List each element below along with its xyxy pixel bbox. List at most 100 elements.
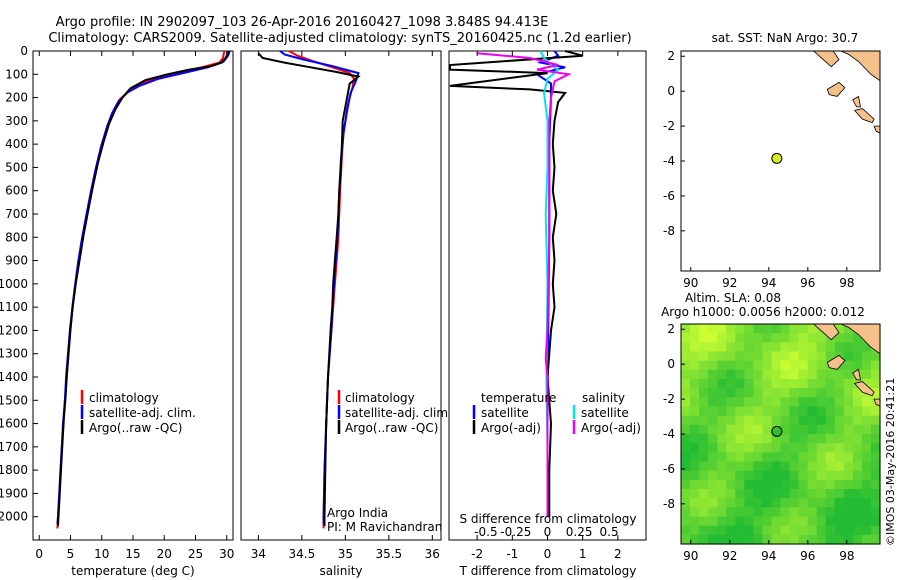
land-mass <box>852 368 861 381</box>
sla-cell <box>834 507 845 518</box>
sla-cell <box>681 443 691 453</box>
principal-investigator: PI: M Ravichandran <box>327 520 442 534</box>
t-difference-label: T difference from climatology <box>459 564 637 578</box>
sla-cell <box>843 397 854 408</box>
y-tick-label: 1600 <box>0 417 28 431</box>
sla-cell <box>871 369 881 380</box>
sla-cell <box>717 333 727 343</box>
sla-cell <box>681 415 691 426</box>
sla-cell <box>771 452 782 463</box>
sla-cell <box>825 351 836 362</box>
sla-cell <box>780 534 791 545</box>
sla-cell <box>798 489 809 499</box>
legend-label-t-satellite: satellite <box>481 406 529 420</box>
sla-cell <box>699 452 709 463</box>
legend-label-argo: Argo(..raw -QC) <box>89 421 182 435</box>
sla-cell <box>780 479 791 490</box>
sla-cell <box>816 498 827 508</box>
sla-cell <box>798 516 809 527</box>
sla-cell <box>789 434 800 444</box>
y-tick-label: -4 <box>663 154 675 168</box>
sla-cell <box>807 360 818 371</box>
sla-cell <box>852 388 863 398</box>
sla-cell <box>807 443 818 453</box>
sla-cell <box>834 516 845 527</box>
sla-cell <box>789 369 800 380</box>
sla-cell <box>753 507 763 518</box>
sla-cell <box>771 434 782 444</box>
y-tick-label: 500 <box>5 160 28 174</box>
sla-cell <box>843 342 854 353</box>
y-tick-label: 1500 <box>0 393 28 407</box>
sla-cell <box>852 461 863 472</box>
sla-cell <box>861 534 872 545</box>
y-tick-label: 2000 <box>0 510 28 524</box>
sla-cell <box>834 534 845 545</box>
sla-cell <box>816 461 827 472</box>
sla-cell <box>726 516 736 527</box>
sla-cell <box>708 406 718 417</box>
sla-cell <box>762 324 772 334</box>
sla-cell <box>753 351 763 362</box>
land-mass <box>853 108 875 124</box>
sla-cell <box>816 434 827 444</box>
salinity-xlabel: salinity <box>319 564 362 578</box>
sla-cell <box>789 479 800 490</box>
sla-cell <box>789 415 800 426</box>
sla-cell <box>798 443 809 453</box>
y-tick-label: 1400 <box>0 370 28 384</box>
sla-cell <box>816 342 827 353</box>
sla-cell <box>744 498 754 508</box>
sla-cell <box>762 360 772 371</box>
sla-cell <box>843 424 854 435</box>
sla-cell <box>735 424 745 435</box>
sla-cell <box>871 415 881 426</box>
sla-cell <box>681 379 691 389</box>
sla-cell <box>681 324 691 334</box>
sla-cell <box>735 534 745 545</box>
sla-cell <box>816 516 827 527</box>
sla-cell <box>816 397 827 408</box>
argo-institution: Argo India <box>327 506 388 520</box>
sla-cell <box>789 470 800 481</box>
sla-cell <box>699 369 709 380</box>
y-tick-label: -8 <box>663 224 675 238</box>
sla-cell <box>726 360 736 371</box>
sla-cell <box>726 461 736 472</box>
sla-cell <box>708 333 718 343</box>
legend-label-t-argo: Argo(-adj) <box>481 421 541 435</box>
sla-cell <box>789 507 800 518</box>
sla-cell <box>825 507 836 518</box>
y-tick-label: 700 <box>5 207 28 221</box>
sla-cell <box>852 415 863 426</box>
sla-cell <box>834 324 845 334</box>
sla-cell <box>744 507 754 518</box>
sla-cell <box>780 351 791 362</box>
legend-label-climatology: climatology <box>345 391 415 405</box>
sla-cell <box>744 525 754 536</box>
sla-cell <box>681 534 691 545</box>
sla-cell <box>753 406 763 417</box>
sla-cell <box>744 424 754 435</box>
sla-cell <box>735 360 745 371</box>
sla-cell <box>861 424 872 435</box>
sla-cell <box>825 415 836 426</box>
sla-cell <box>762 516 772 527</box>
sla-cell <box>780 342 791 353</box>
sla-cell <box>708 360 718 371</box>
sla-cell <box>681 397 691 408</box>
sla-cell <box>861 525 872 536</box>
sla-cell <box>834 379 845 389</box>
sla-cell <box>816 406 827 417</box>
sla-cell <box>871 470 881 481</box>
sla-cell <box>861 498 872 508</box>
s-tick-label: -0.5 <box>474 525 497 539</box>
legend-label-argo: Argo(..raw -QC) <box>345 421 438 435</box>
sla-cell <box>699 360 709 371</box>
land-mass <box>853 381 875 397</box>
sla-cell <box>834 406 845 417</box>
sla-cell <box>843 333 854 343</box>
x-tick-label: 94 <box>761 276 776 290</box>
sla-cell <box>780 498 791 508</box>
y-tick-label: 1900 <box>0 486 28 500</box>
